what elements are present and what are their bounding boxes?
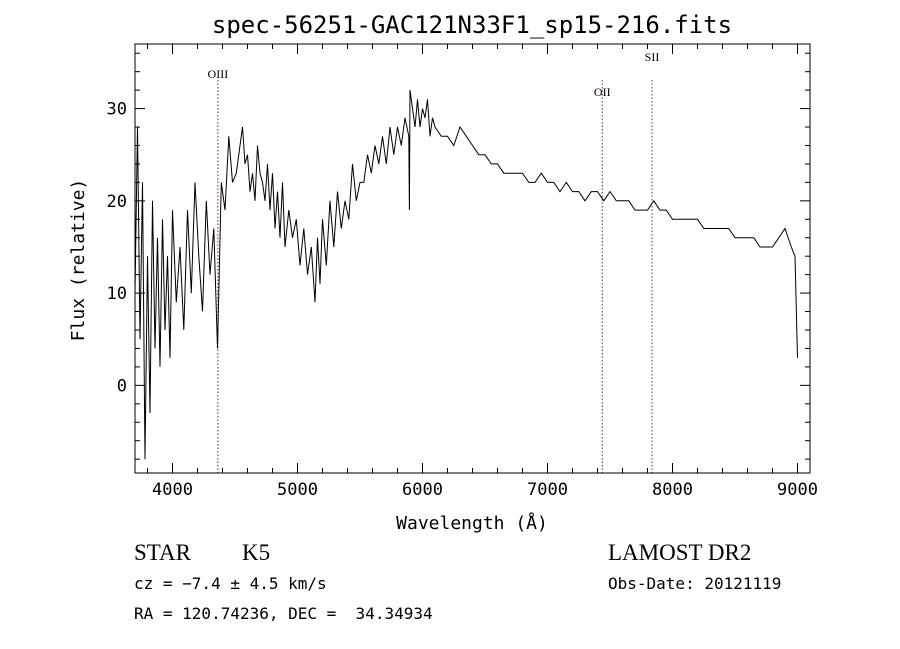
- y-tick-label: 20: [107, 192, 127, 212]
- x-tick-label: 7000: [527, 480, 568, 500]
- x-tick-label: 6000: [402, 480, 443, 500]
- object-subclass: K5: [242, 540, 271, 565]
- x-axis-label: Wavelength (Å): [396, 512, 548, 534]
- y-tick-label: 30: [107, 100, 127, 120]
- redshift-text: cz = −7.4 ± 4.5 km/s: [134, 574, 327, 593]
- object-class: STAR: [134, 540, 191, 565]
- survey-name: LAMOST DR2: [608, 540, 752, 565]
- line-label-oii: OII: [594, 85, 611, 99]
- line-label-oiii: OIII: [208, 67, 229, 81]
- y-axis-label: Flux (relative): [68, 179, 89, 342]
- plot-frame: [134, 43, 811, 474]
- coordinates-text: RA = 120.74236, DEC = 34.34934: [134, 604, 433, 623]
- y-tick-label: 10: [107, 284, 127, 304]
- chart-title: spec-56251-GAC121N33F1_sp15-216.fits: [212, 11, 732, 39]
- x-tick-label: 4000: [152, 480, 193, 500]
- y-tick-label: 0: [117, 376, 127, 396]
- line-label-sii: SII: [645, 50, 660, 64]
- x-tick-label: 9000: [777, 480, 818, 500]
- obs-date-text: Obs-Date: 20121119: [608, 574, 782, 593]
- x-tick-label: 5000: [277, 480, 318, 500]
- x-tick-label: 8000: [652, 480, 693, 500]
- spectrum-line: [134, 90, 798, 460]
